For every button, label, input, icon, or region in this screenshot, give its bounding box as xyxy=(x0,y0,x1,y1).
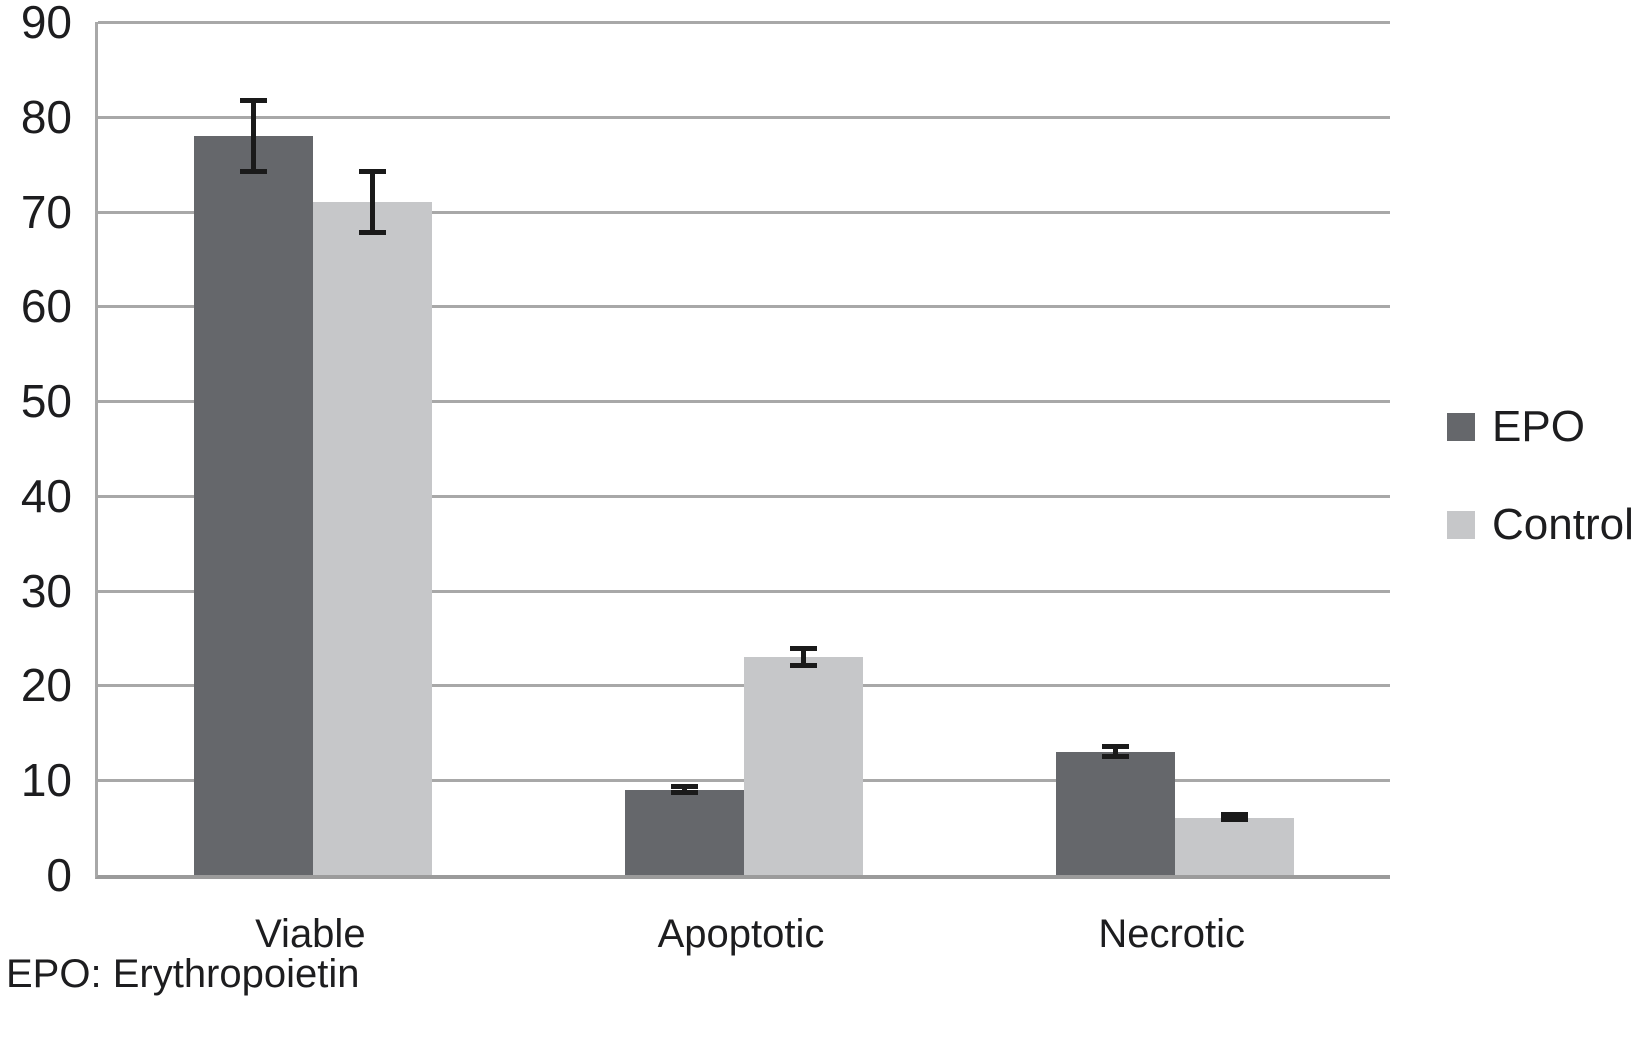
legend-label: EPO xyxy=(1492,402,1585,451)
error-stem xyxy=(1112,744,1118,760)
legend: EPO Control xyxy=(1447,402,1634,550)
error-bar-epo-apoptotic xyxy=(671,784,698,796)
error-cap-top xyxy=(671,784,698,790)
error-cap-bottom xyxy=(1101,754,1129,760)
bar-epo-viable xyxy=(194,135,314,875)
gridline-50 xyxy=(98,400,1390,404)
y-tick-label-10: 10 xyxy=(20,754,72,807)
footnote-text: EPO: Erythropoietin xyxy=(6,952,360,996)
x-category-label-necrotic: Necrotic xyxy=(1098,912,1246,956)
error-cap-bottom xyxy=(240,168,268,174)
gridline-40 xyxy=(98,494,1390,498)
y-tick-label-20: 20 xyxy=(20,659,72,712)
bar-epo-necrotic xyxy=(1055,751,1175,875)
x-axis-category-labels: Viable Apoptotic Necrotic xyxy=(95,912,1387,957)
bar-control-viable xyxy=(313,202,433,875)
gridline-80 xyxy=(98,115,1390,119)
y-tick-label-50: 50 xyxy=(20,375,72,428)
error-cap-top xyxy=(240,97,268,103)
error-cap-bottom xyxy=(1220,816,1248,822)
error-bar-control-necrotic xyxy=(1220,811,1248,822)
x-category-label-viable: Viable xyxy=(255,912,366,956)
y-tick-label-60: 60 xyxy=(20,280,72,333)
gridline-60 xyxy=(98,305,1390,309)
legend-item-control: Control xyxy=(1447,500,1634,550)
x-category-label-apoptotic: Apoptotic xyxy=(657,912,825,956)
legend-swatch-icon xyxy=(1447,413,1475,441)
error-bar-control-apoptotic xyxy=(790,645,817,669)
error-cap-top xyxy=(1220,811,1248,817)
y-tick-label-40: 40 xyxy=(20,469,72,522)
legend-label: Control xyxy=(1492,500,1634,549)
legend-swatch-icon xyxy=(1447,511,1475,539)
gridline-70 xyxy=(98,210,1390,214)
plot-area xyxy=(95,21,1390,879)
y-tick-label-80: 80 xyxy=(20,90,72,143)
error-stem xyxy=(251,97,257,174)
error-cap-top xyxy=(1101,744,1129,750)
error-stem xyxy=(370,168,376,236)
error-cap-bottom xyxy=(359,230,387,236)
bar-epo-apoptotic xyxy=(625,789,744,875)
gridline-90 xyxy=(98,21,1390,24)
error-cap-bottom xyxy=(671,790,698,796)
error-bar-epo-viable xyxy=(240,97,268,174)
error-cap-top xyxy=(359,168,387,174)
error-bar-epo-necrotic xyxy=(1101,744,1129,760)
bar-control-necrotic xyxy=(1174,818,1294,875)
error-stem xyxy=(801,645,806,669)
legend-item-epo: EPO xyxy=(1447,402,1634,452)
error-stem xyxy=(682,784,687,796)
y-tick-label-0: 0 xyxy=(46,849,72,901)
y-tick-label-90: 90 xyxy=(20,0,72,48)
gridline-30 xyxy=(98,589,1390,593)
error-bar-control-viable xyxy=(359,168,387,236)
error-cap-top xyxy=(790,645,817,651)
y-tick-label-70: 70 xyxy=(20,185,72,238)
bar-control-apoptotic xyxy=(744,657,863,875)
y-tick-label-30: 30 xyxy=(20,564,72,617)
error-cap-bottom xyxy=(790,663,817,669)
